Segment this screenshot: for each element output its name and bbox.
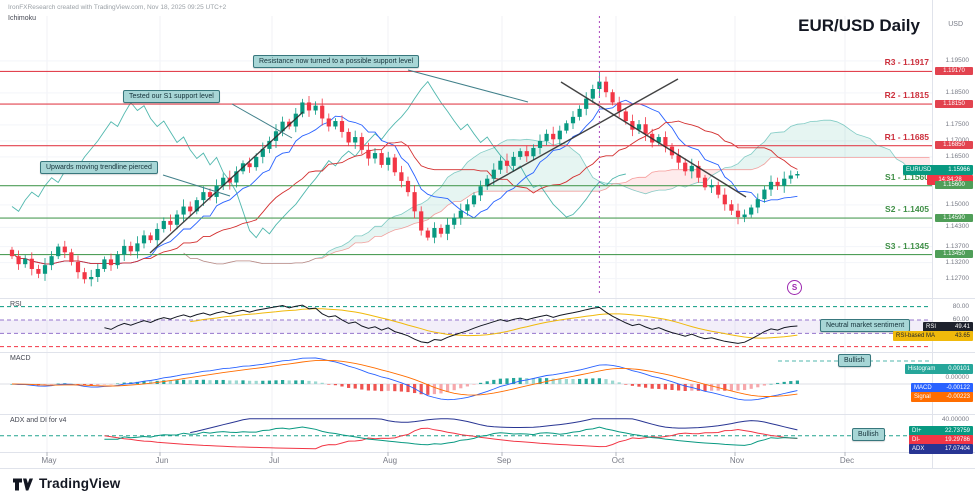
ichimoku-indicator-label[interactable]: Ichimoku [8, 15, 37, 22]
last-price-value: 1.15966 [948, 167, 970, 173]
time-axis-month-aug[interactable]: Aug [382, 456, 398, 465]
price-axis-tick[interactable]: 1.17000 [946, 137, 970, 144]
time-axis-month-sep[interactable]: Sep [496, 456, 512, 465]
annotation-bullish-adx[interactable]: Bullish [852, 428, 885, 441]
level-label-r2[interactable]: R2 - 1.1815 [884, 90, 929, 101]
axis-badge-s2: 1.14590 [935, 213, 973, 222]
rsi-axis-tick[interactable]: 60.00 [952, 316, 969, 323]
axis-badge-s3: 1.13450 [935, 250, 973, 259]
time-axis-month-jul[interactable]: Jul [268, 456, 280, 465]
macd-panel-label[interactable]: MACD [10, 355, 31, 362]
level-label-s2[interactable]: S2 - 1.1405 [885, 204, 929, 215]
adx-value-badge: ADX 17.07404 [909, 444, 973, 454]
price-axis-tick[interactable]: 1.13200 [945, 258, 970, 266]
di-plus-badge: DI+ 22.73759 [909, 426, 973, 436]
time-axis-month-dec[interactable]: Dec [839, 456, 855, 465]
axis-badge-r3: 1.19170 [935, 66, 973, 75]
tradingview-logo-icon[interactable] [12, 476, 33, 492]
sell-signal-marker[interactable]: S [787, 280, 802, 295]
last-price-symbol: EURUSD [906, 167, 932, 173]
adx-panel-label[interactable]: ADX and DI for v4 [10, 417, 67, 424]
quote-currency-label: USD [948, 21, 963, 28]
annotation-bullish-macd[interactable]: Bullish [838, 354, 871, 367]
level-label-s1[interactable]: S1 - 1.1560 [885, 171, 929, 182]
price-axis-tick[interactable]: 1.19500 [945, 56, 970, 64]
watermark: IronFXResearch created with TradingView.… [8, 4, 227, 11]
annotation-neutral-sentiment[interactable]: Neutral market sentiment [820, 319, 911, 332]
annotation-tested-s1[interactable]: Tested our S1 support level [123, 90, 220, 103]
price-axis-tick[interactable]: 1.13700 [945, 242, 970, 250]
level-label-s3[interactable]: S3 - 1.1345 [885, 240, 929, 251]
annotation-resistance-support[interactable]: Resistance now turned to a possible supp… [253, 55, 420, 68]
bar-countdown-value: 14:34:28 [938, 177, 962, 183]
bar-countdown-badge: 14:34:28 [927, 175, 973, 185]
footer-bar: TradingView [0, 469, 975, 498]
adx-axis-value: 40.00000 [941, 416, 969, 423]
level-label-r1[interactable]: R1 - 1.1685 [884, 131, 929, 142]
price-axis-tick[interactable]: 1.17500 [945, 120, 970, 128]
symbol-title: EUR/USD Daily [798, 16, 920, 35]
last-price-badge: EURUSD 1.15966 [903, 165, 973, 175]
macd-signal-badge: Signal -0.00223 [911, 392, 973, 402]
price-axis-tick[interactable]: 1.14300 [945, 223, 970, 231]
macd-line-badge: MACD -0.00122 [911, 383, 973, 393]
price-axis-tick[interactable]: 1.18500 [945, 88, 970, 96]
macd-zero-axis-value: 0.00000 [945, 374, 970, 381]
axis-badge-r1: 1.16850 [935, 141, 973, 150]
time-axis-month-jun[interactable]: Jun [155, 456, 169, 465]
rsi-panel-label[interactable]: RSI [10, 301, 22, 308]
price-axis-tick[interactable]: 1.15000 [945, 200, 970, 208]
level-label-r3[interactable]: R3 - 1.1917 [884, 57, 929, 68]
annotation-trendline-pierced[interactable]: Upwards moving trendline pierced [40, 161, 158, 174]
price-axis-tick[interactable]: 1.12700 [945, 274, 970, 282]
macd-histogram-badge: Histogram 0.00101 [905, 364, 973, 374]
rsi-ma-value-badge: RSI-based MA 43.65 [893, 331, 973, 341]
rsi-axis-tick[interactable]: 80.00 [952, 302, 969, 310]
axis-badge-r2: 1.18150 [935, 99, 973, 108]
tradingview-brand[interactable]: TradingView [39, 476, 121, 491]
time-axis-month-oct[interactable]: Oct [611, 456, 625, 465]
axis-badge-s1: 1.15600 [935, 181, 973, 190]
price-axis-tick[interactable]: 1.16500 [945, 152, 970, 160]
time-axis-month-may[interactable]: May [41, 456, 57, 465]
di-minus-badge: DI- 19.29786 [909, 435, 973, 445]
rsi-value-badge: RSI 49.41 [923, 322, 973, 332]
time-axis-month-nov[interactable]: Nov [729, 456, 745, 465]
